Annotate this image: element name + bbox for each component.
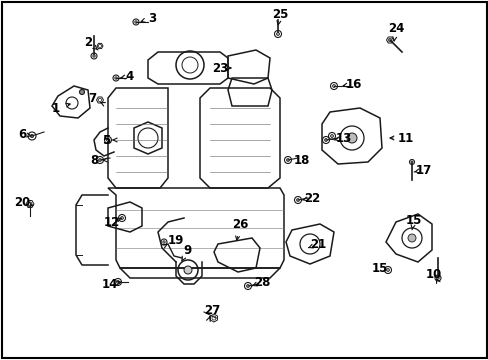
Text: 12: 12 (103, 216, 120, 229)
Circle shape (346, 133, 356, 143)
Circle shape (116, 280, 119, 283)
Circle shape (436, 277, 438, 279)
Text: 25: 25 (271, 8, 287, 21)
Circle shape (30, 134, 34, 138)
Text: 18: 18 (293, 153, 309, 166)
Text: 8: 8 (90, 153, 98, 166)
Text: 21: 21 (309, 238, 325, 251)
Circle shape (183, 266, 192, 274)
Circle shape (324, 139, 327, 141)
Text: 1: 1 (52, 102, 60, 114)
Text: 2: 2 (84, 36, 92, 49)
Circle shape (135, 21, 137, 23)
Text: 11: 11 (397, 131, 413, 144)
Circle shape (93, 55, 95, 57)
Text: 6: 6 (18, 127, 26, 140)
Circle shape (80, 90, 84, 94)
Text: 20: 20 (14, 195, 30, 208)
Text: 3: 3 (148, 12, 156, 24)
Circle shape (296, 199, 299, 201)
Text: 26: 26 (231, 217, 248, 230)
Text: 22: 22 (303, 192, 320, 204)
Circle shape (332, 85, 335, 87)
Text: 17: 17 (415, 163, 431, 176)
Text: 4: 4 (125, 69, 134, 82)
Text: 15: 15 (371, 261, 387, 274)
Circle shape (246, 285, 249, 287)
Text: 5: 5 (102, 134, 110, 147)
Circle shape (286, 159, 289, 161)
Circle shape (115, 77, 117, 79)
Text: 23: 23 (211, 62, 228, 75)
Text: 15: 15 (405, 213, 421, 226)
Circle shape (121, 217, 123, 219)
Circle shape (410, 161, 412, 163)
Text: 14: 14 (102, 278, 118, 291)
Text: 13: 13 (335, 131, 351, 144)
Text: 9: 9 (183, 243, 192, 256)
Circle shape (99, 159, 101, 161)
Circle shape (386, 269, 388, 271)
Text: 10: 10 (425, 267, 441, 280)
Text: 27: 27 (203, 303, 220, 316)
Circle shape (106, 139, 109, 141)
Text: 24: 24 (387, 22, 404, 35)
Circle shape (276, 33, 279, 35)
Text: 28: 28 (253, 275, 270, 288)
Circle shape (330, 135, 333, 138)
Circle shape (163, 241, 165, 243)
Text: 19: 19 (167, 234, 184, 247)
Text: 16: 16 (345, 77, 362, 90)
Text: 7: 7 (88, 91, 96, 104)
Circle shape (407, 234, 415, 242)
